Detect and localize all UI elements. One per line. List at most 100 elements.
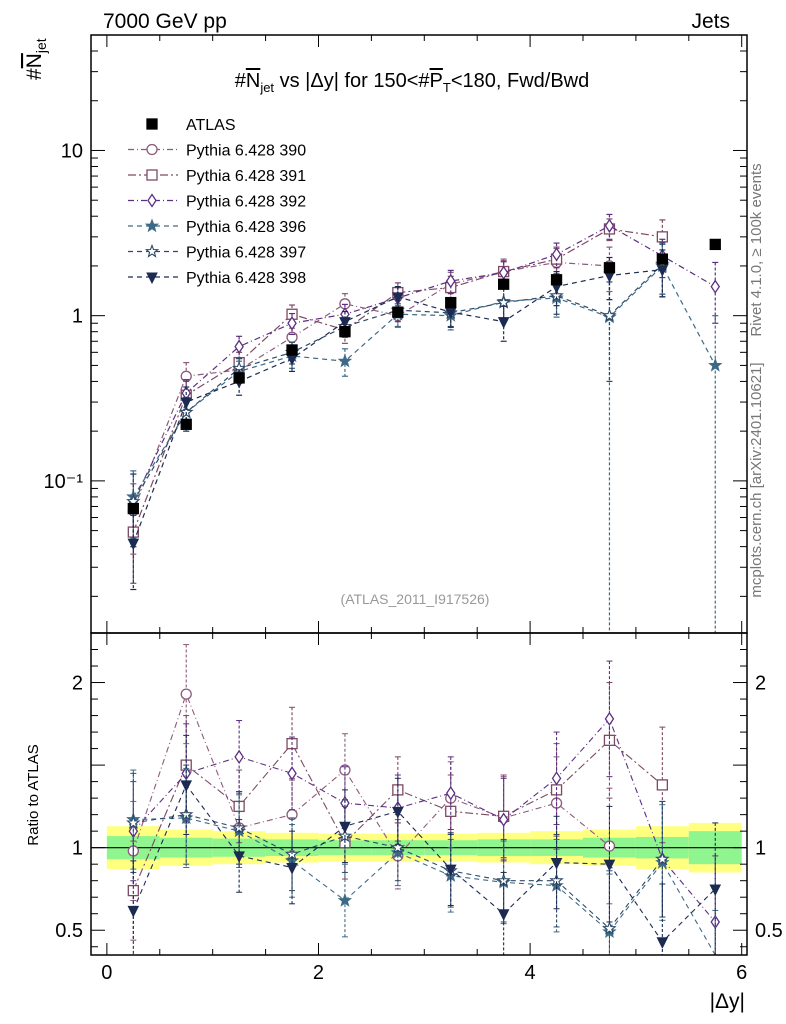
ratio-series-point (127, 905, 140, 918)
legend-marker (144, 243, 160, 258)
legend-marker (146, 169, 158, 181)
atlas-data-point (709, 238, 721, 251)
ratio-y-tick-label-right: 1 (755, 838, 766, 860)
legend: ATLAS Pythia 6.428 390 Pythia 6.428 391 Pyt… (128, 117, 306, 287)
legend-label: Pythia 6.428 392 (186, 194, 306, 211)
ratio-series-line (132, 739, 663, 891)
ratio-series-point (656, 779, 669, 791)
legend-atlas-marker (146, 118, 158, 130)
ratio-y-tick-label: 2 (72, 673, 83, 695)
ratio-series-line (132, 692, 610, 857)
ratio-series-point (126, 815, 141, 830)
ratio-series-point (339, 821, 351, 834)
ratio-series-point (180, 688, 192, 700)
series-point (392, 292, 404, 304)
ratio-series-point (445, 805, 457, 817)
atlas-data-point (286, 344, 298, 356)
atlas-data-point (445, 296, 457, 309)
ratio-series-point (656, 937, 669, 949)
legend-atlas-label: ATLAS (186, 117, 236, 134)
y-tick-label: 10 (61, 140, 83, 162)
atlas-data-point (233, 372, 245, 384)
ratio-series-point (287, 766, 297, 781)
ratio-series-point (390, 840, 405, 854)
ratio-series-point (339, 764, 351, 776)
x-axis-label: |Δy| (710, 990, 745, 1013)
legend-label: Pythia 6.428 390 (186, 143, 306, 160)
series-point (710, 279, 721, 294)
ratio-series-point (497, 909, 510, 921)
series-point (287, 316, 297, 331)
atlas-data-point (550, 274, 563, 286)
series-point (234, 339, 244, 354)
series-point (497, 317, 510, 329)
series-line (132, 225, 716, 502)
legend-label: Pythia 6.428 397 (186, 245, 306, 262)
ratio-panel: 0 2 4 6 0.5 0.5 1 1 2 2 (55, 35, 783, 984)
x-tick-label: 6 (736, 962, 747, 984)
ratio-series-point (603, 859, 616, 872)
series-point (496, 294, 511, 309)
series-line (132, 261, 610, 511)
mcplots-label: mcplots.cern.ch [arXiv:2401.10621] (748, 362, 765, 597)
legend-label: Pythia 6.428 396 (186, 219, 306, 236)
ratio-series-point (603, 734, 616, 746)
legend-marker (146, 272, 158, 285)
ratio-series-point (127, 884, 139, 897)
y-tick-label: 10⁻¹ (44, 471, 84, 493)
legend-marker (146, 143, 158, 156)
analysis-id: (ATLAS_2011_I917526) (341, 591, 490, 607)
ratio-y-tick-label: 1 (72, 838, 83, 860)
ratio-series-point (392, 806, 404, 819)
ratio-series-point (604, 711, 615, 727)
x-tick-label: 4 (525, 962, 536, 984)
ratio-series-point (709, 884, 722, 897)
ratio-y-tick-label-right: 2 (755, 673, 766, 695)
ratio-series-point (655, 851, 670, 866)
series-point (602, 308, 617, 322)
ratio-series-point (233, 851, 245, 864)
series-point (656, 265, 669, 277)
ratio-series-point (603, 840, 616, 852)
series-point (445, 273, 456, 289)
ratio-series-point (498, 812, 509, 827)
ratio-series-point (234, 749, 244, 765)
ratio-series-line (132, 783, 716, 943)
legend-label: Pythia 6.428 398 (186, 270, 306, 287)
series-point (604, 218, 615, 233)
rivet-label: Rivet 4.1.0, ≥ 100k events (748, 163, 765, 336)
ratio-series-point (444, 864, 457, 877)
x-tick-label: 0 (101, 962, 112, 984)
ratio-series-point (550, 858, 563, 870)
svg-text:#Njet: #Njet (23, 38, 49, 80)
ratio-series-point (286, 862, 298, 875)
ratio-series-line (133, 817, 716, 956)
series-point (339, 317, 351, 329)
series-point (180, 397, 193, 410)
ratio-series-point (602, 921, 617, 935)
chart-title: #Njet vs |Δy| for 150<#PT<180, Fwd/Bwd (235, 70, 590, 95)
y-tick-label: 1 (72, 306, 83, 328)
legend-marker (144, 218, 160, 233)
ratio-series-point (551, 771, 562, 786)
atlas-data-point (339, 326, 351, 338)
ratio-series-point (337, 892, 353, 907)
header-right: Jets (691, 10, 730, 33)
ratio-y-tick-label-right: 0.5 (755, 920, 783, 942)
atlas-data-point (497, 278, 510, 290)
series-point (127, 538, 140, 551)
x-tick-label: 2 (313, 962, 324, 984)
atlas-data-point (127, 502, 139, 515)
ratio-series-point (180, 780, 193, 793)
series-point (551, 247, 562, 262)
legend-marker (147, 193, 157, 208)
main-y-axis-label: #Njet (23, 38, 49, 80)
ratio-series-line (132, 717, 716, 923)
atlas-data-point (180, 418, 192, 430)
header-left: 7000 GeV pp (103, 10, 227, 33)
series-point (337, 353, 353, 368)
series-line (132, 264, 716, 498)
ratio-y-tick-label: 0.5 (55, 920, 83, 942)
main-panel: 10⁻¹ 1 10 (44, 34, 748, 634)
